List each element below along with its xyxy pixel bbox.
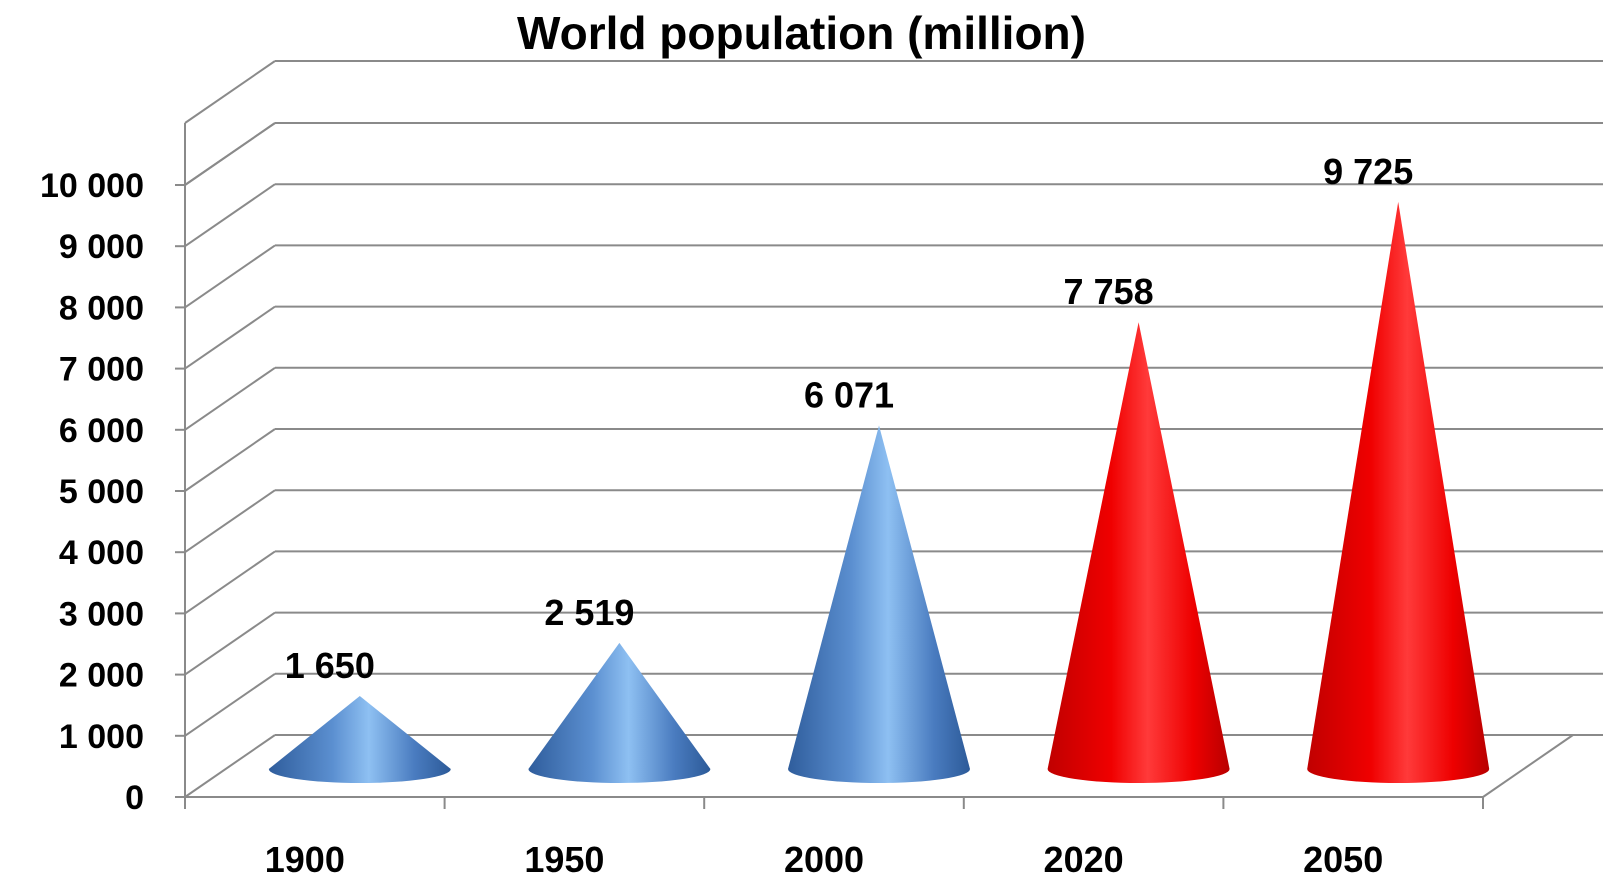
y-tick-label: 5 000: [59, 473, 144, 511]
x-tick-label: 1950: [524, 839, 604, 880]
data-label: 1 650: [285, 645, 375, 686]
y-tick-label: 3 000: [59, 595, 144, 633]
data-label: 9 725: [1323, 151, 1413, 192]
x-tick-label: 2020: [1044, 839, 1124, 880]
cone-bar: [528, 643, 710, 783]
y-tick-label: 0: [125, 779, 144, 817]
cone-bar: [788, 425, 970, 783]
y-tick-label: 8 000: [59, 289, 144, 327]
cones: [269, 202, 1489, 783]
cone-bar: [269, 696, 451, 783]
y-tick-label: 1 000: [59, 718, 144, 756]
x-tick-label: 2000: [784, 839, 864, 880]
data-label: 2 519: [544, 592, 634, 633]
gridline: [185, 735, 275, 797]
y-tick-label: 6 000: [59, 412, 144, 450]
y-tick-label: 10 000: [40, 167, 144, 205]
gridline: [185, 184, 1603, 246]
data-label: 7 758: [1064, 271, 1154, 312]
x-tick-label: 2050: [1303, 839, 1383, 880]
y-tick-label: 7 000: [59, 351, 144, 389]
y-tick-label: 9 000: [59, 228, 144, 266]
cone-bar: [1048, 322, 1230, 783]
cone-bar: [1307, 202, 1489, 783]
x-tick-label: 1900: [265, 839, 345, 880]
y-tick-label: 4 000: [59, 534, 144, 572]
y-tick-label: 2 000: [59, 657, 144, 695]
data-label: 6 071: [804, 374, 894, 415]
wall-top-edge: [185, 123, 275, 185]
